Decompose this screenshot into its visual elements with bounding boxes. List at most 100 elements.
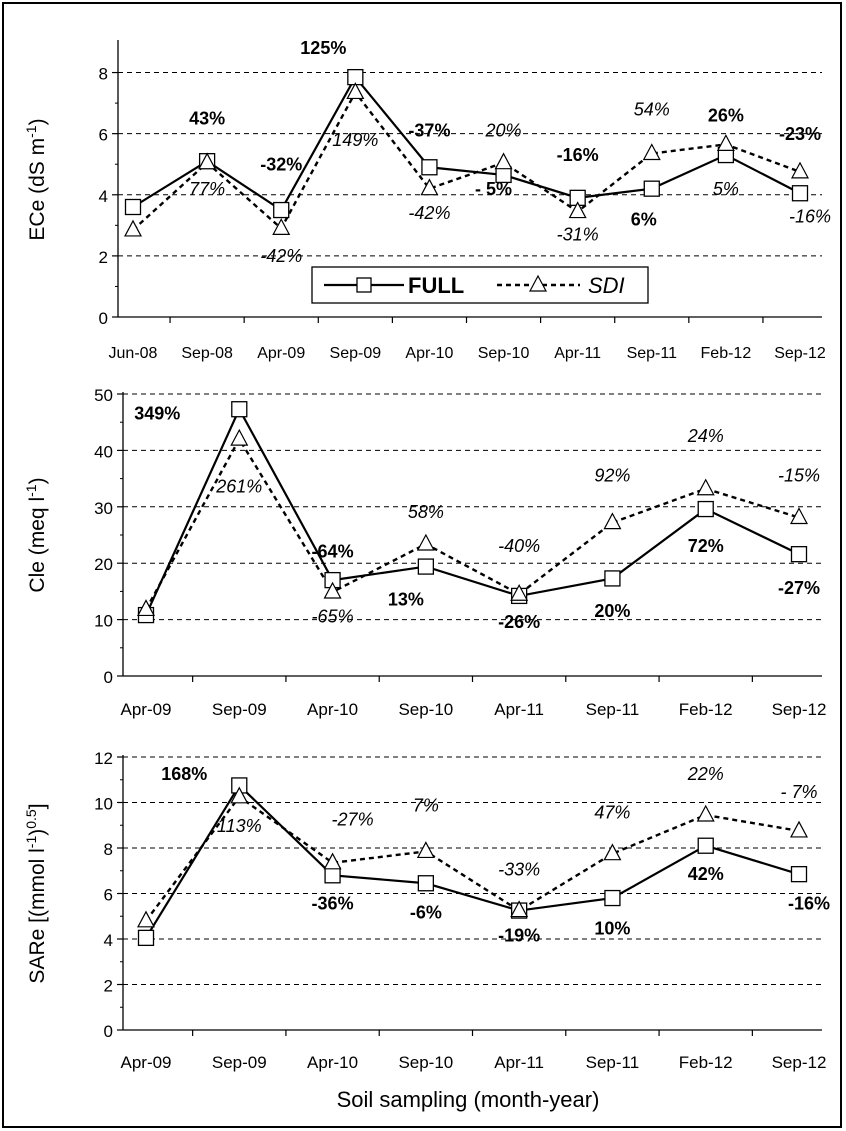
x-tick-label: Apr-11 [554,345,601,362]
sdi-marker [790,507,808,525]
percent-annotation: - 7% [780,782,817,802]
percent-annotation: 125% [300,38,346,58]
percent-annotation: -26% [498,612,540,632]
x-tick-label: Sep-10 [478,345,530,362]
percent-annotation: 113% [217,816,262,836]
full-series-line [144,406,800,616]
sdi-series-line [132,90,801,231]
percent-annotation: 58% [408,502,444,522]
percent-annotation: 20% [485,121,522,141]
y-tick-label: 30 [94,499,113,518]
sdi-marker [124,219,142,237]
percent-annotation: -40% [498,536,540,556]
percent-annotation: 349% [134,403,180,423]
y-tick-label: 50 [94,386,113,405]
y-tick-label: 2 [104,977,113,996]
y-tick-label: 6 [99,126,108,145]
sdi-marker [568,201,587,219]
percent-annotation: 92% [594,465,630,485]
sdi-marker [230,428,249,446]
sdi-marker [696,804,715,822]
full-marker [417,875,435,892]
sdi-marker [510,583,529,601]
x-tick-label: Sep-12 [772,700,827,719]
y-tick-label: 4 [99,187,108,206]
percent-annotation: -33% [498,859,540,879]
chart-panel-2: 0 10 20 30 40 50 Apr-09 Sep-09 Apr-10 Sep-10 Apr-1… [23,386,826,719]
full-marker [421,159,438,176]
x-tick-label: Sep-08 [181,345,233,362]
sdi-marker [323,852,342,870]
full-marker [790,866,808,883]
chart-panel-3: 0 2 4 6 8 10 12 Apr-09 Sep-09 Apr-10 Sep-10 Apr-11 S… [23,749,830,1072]
percent-annotation: 54% [634,99,670,119]
sdi-series-line [145,795,800,922]
y-tick-label: 20 [94,555,113,574]
percent-annotation: - 5% [475,179,512,199]
percent-annotation: -32% [260,154,302,174]
percent-annotation: 10% [594,918,630,938]
full-marker [324,867,341,884]
percent-annotation: -6% [410,903,442,923]
sdi-marker [416,841,435,859]
percent-annotation: 72% [688,536,724,556]
x-tick-label: Apr-10 [405,345,453,362]
percent-annotation: -37% [408,121,450,141]
x-tick-label: Sep-09 [330,345,382,362]
x-tick-label: Sep-10 [398,700,453,719]
y-tick-label: 12 [94,749,113,768]
x-tick-label: Apr-11 [494,1053,544,1072]
sdi-marker [716,134,735,151]
y-axis-label-main: ECe (dS m [26,138,49,241]
full-marker [697,837,714,854]
y-axis-label-sup: -1 [23,836,39,849]
percent-annotation: -65% [312,606,354,626]
sdi-marker [198,152,217,170]
x-tick-label: Sep-11 [627,345,678,362]
y-axis-label-main: SARe [(mmol l [26,848,49,983]
sdi-marker [603,512,622,530]
y-tick-label: 0 [104,668,113,687]
x-tick-label: Feb-12 [679,700,733,719]
x-tick-label: Apr-11 [494,700,544,719]
percent-annotation: 43% [189,109,225,129]
x-tick-label: Feb-12 [679,1053,733,1072]
x-tick-label: Sep-09 [212,700,267,719]
legend-sdi-label: SDI [588,273,625,298]
percent-annotation: 42% [688,864,724,884]
percent-annotation: -15% [778,465,820,485]
percent-annotation: -31% [557,225,599,245]
full-marker [273,201,290,219]
legend-full-label: FULL [408,273,464,298]
sdi-series-line [144,436,800,611]
percent-annotation: 149% [332,130,378,150]
x-tick-label: Feb-12 [701,345,752,362]
sdi-marker [416,533,435,551]
sdi-marker [696,478,715,496]
full-marker [697,500,714,518]
percent-annotation: 77% [189,179,225,199]
full-marker [604,570,621,587]
y-tick-label: 0 [99,309,108,328]
sdi-marker [272,218,291,235]
percent-annotation: -42% [408,203,450,223]
sdi-marker [791,161,809,179]
sdi-marker [323,581,342,599]
percent-annotation: -16% [788,893,830,913]
y-axis-label-end: ) [26,477,49,484]
percent-annotation: 13% [388,590,424,610]
percent-annotation: -16% [789,206,831,226]
percent-annotation: -27% [778,578,820,598]
percent-annotation: -42% [260,246,302,266]
sdi-marker [137,599,155,617]
x-tick-label: Sep-12 [774,345,826,362]
y-axis-label-sup2: 0.5 [23,809,39,829]
legend-sdi-marker [529,274,547,292]
y-tick-label: 8 [104,840,113,859]
percent-annotation: 47% [594,802,630,822]
sdi-marker [510,900,529,918]
sdi-marker [346,82,365,100]
y-tick-label: 10 [94,795,113,814]
x-tick-label: Apr-10 [307,700,358,719]
